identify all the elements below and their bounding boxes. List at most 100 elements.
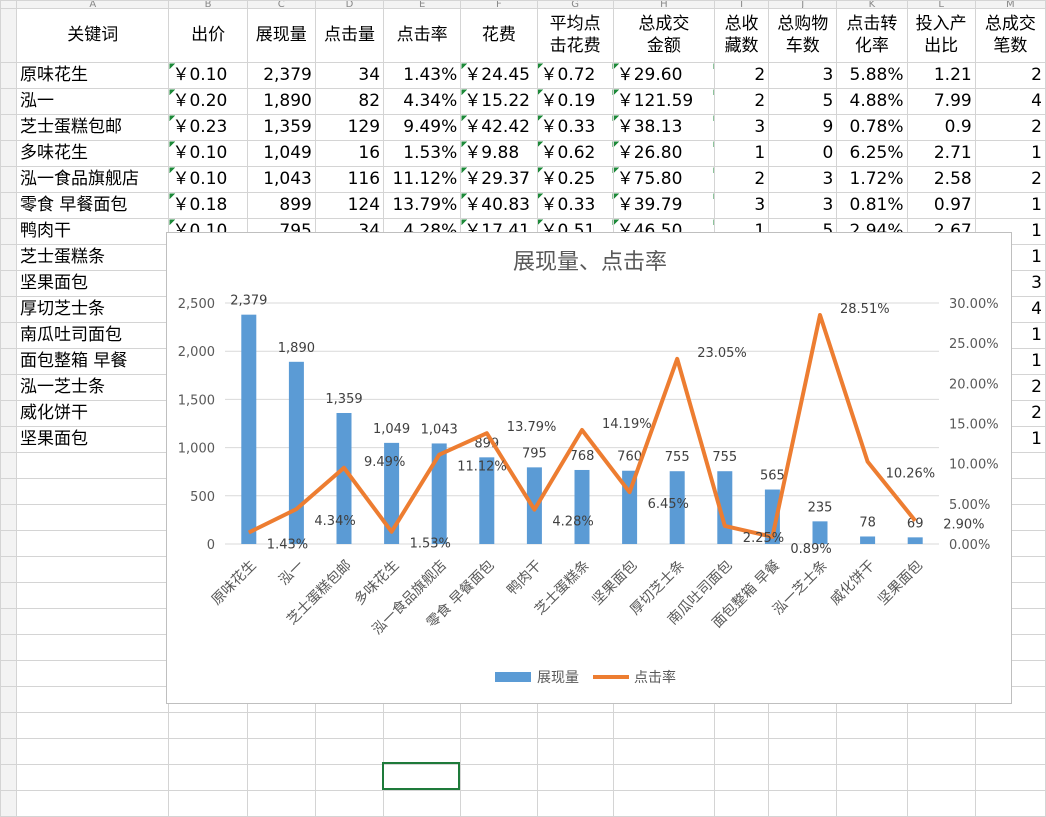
data-cell[interactable]: ￥24.45: [461, 63, 537, 89]
row-number[interactable]: [1, 505, 17, 531]
empty-cell[interactable]: [613, 713, 714, 739]
empty-cell[interactable]: [247, 713, 315, 739]
column-letter[interactable]: B: [169, 1, 247, 9]
data-cell[interactable]: 1.72%: [837, 167, 907, 193]
empty-cell[interactable]: [17, 687, 169, 713]
empty-cell[interactable]: [247, 791, 315, 817]
data-cell[interactable]: ￥0.62: [537, 141, 613, 167]
data-cell[interactable]: 6.25%: [837, 141, 907, 167]
data-cell[interactable]: ￥38.13: [613, 115, 714, 141]
keyword-cell[interactable]: 泓一: [17, 89, 169, 115]
empty-cell[interactable]: [537, 739, 613, 765]
column-letter[interactable]: M: [975, 1, 1045, 9]
data-cell[interactable]: 0: [769, 141, 837, 167]
data-cell[interactable]: 1: [975, 141, 1045, 167]
data-cell[interactable]: 116: [315, 167, 383, 193]
empty-cell[interactable]: [169, 791, 247, 817]
empty-cell[interactable]: [769, 765, 837, 791]
data-cell[interactable]: ￥9.88: [461, 141, 537, 167]
data-cell[interactable]: ￥75.80: [613, 167, 714, 193]
empty-cell[interactable]: [169, 713, 247, 739]
row-number[interactable]: [1, 219, 17, 245]
empty-cell[interactable]: [837, 765, 907, 791]
data-cell[interactable]: ￥29.37: [461, 167, 537, 193]
row-number[interactable]: [1, 9, 17, 63]
empty-cell[interactable]: [17, 531, 169, 557]
row-number[interactable]: [1, 609, 17, 635]
data-cell[interactable]: 2: [715, 63, 769, 89]
empty-cell[interactable]: [384, 791, 461, 817]
empty-cell[interactable]: [975, 765, 1045, 791]
column-header[interactable]: 点击率: [384, 9, 461, 63]
data-cell[interactable]: 1,359: [247, 115, 315, 141]
empty-cell[interactable]: [247, 739, 315, 765]
data-cell[interactable]: ￥15.22: [461, 89, 537, 115]
data-cell[interactable]: 1.21: [907, 63, 975, 89]
data-cell[interactable]: ￥0.72: [537, 63, 613, 89]
empty-cell[interactable]: [537, 713, 613, 739]
data-cell[interactable]: 0.9: [907, 115, 975, 141]
keyword-cell[interactable]: 泓一芝士条: [17, 375, 169, 401]
row-number[interactable]: [1, 713, 17, 739]
empty-cell[interactable]: [975, 713, 1045, 739]
data-cell[interactable]: 82: [315, 89, 383, 115]
empty-cell[interactable]: [17, 453, 169, 479]
keyword-cell[interactable]: 坚果面包: [17, 271, 169, 297]
row-number[interactable]: [1, 453, 17, 479]
keyword-cell[interactable]: 面包整箱 早餐: [17, 349, 169, 375]
column-letter[interactable]: G: [537, 1, 613, 9]
empty-cell[interactable]: [907, 765, 975, 791]
row-number[interactable]: [1, 401, 17, 427]
row-number[interactable]: [1, 115, 17, 141]
row-number[interactable]: [1, 193, 17, 219]
data-cell[interactable]: 5: [769, 89, 837, 115]
data-cell[interactable]: ￥40.83: [461, 193, 537, 219]
data-cell[interactable]: 11.12%: [384, 167, 461, 193]
data-cell[interactable]: 1.43%: [384, 63, 461, 89]
row-number[interactable]: [1, 687, 17, 713]
data-cell[interactable]: 34: [315, 63, 383, 89]
empty-cell[interactable]: [315, 765, 383, 791]
empty-cell[interactable]: [17, 791, 169, 817]
empty-cell[interactable]: [907, 739, 975, 765]
data-cell[interactable]: 3: [769, 63, 837, 89]
column-letter[interactable]: A: [17, 1, 169, 9]
data-cell[interactable]: 1: [975, 193, 1045, 219]
empty-cell[interactable]: [613, 791, 714, 817]
data-cell[interactable]: 1,049: [247, 141, 315, 167]
row-number[interactable]: [1, 635, 17, 661]
data-cell[interactable]: 124: [315, 193, 383, 219]
row-number[interactable]: [1, 791, 17, 817]
row-number[interactable]: [1, 167, 17, 193]
empty-cell[interactable]: [315, 713, 383, 739]
data-cell[interactable]: ￥0.23: [169, 115, 247, 141]
data-cell[interactable]: ￥0.19: [537, 89, 613, 115]
data-cell[interactable]: ￥26.80: [613, 141, 714, 167]
data-cell[interactable]: ￥0.20: [169, 89, 247, 115]
data-cell[interactable]: 2.58: [907, 167, 975, 193]
column-header[interactable]: 点击量: [315, 9, 383, 63]
column-header[interactable]: 总收藏数: [715, 9, 769, 63]
data-cell[interactable]: ￥0.33: [537, 115, 613, 141]
data-cell[interactable]: 2: [715, 89, 769, 115]
row-number[interactable]: [1, 583, 17, 609]
keyword-cell[interactable]: 泓一食品旗舰店: [17, 167, 169, 193]
empty-cell[interactable]: [461, 791, 537, 817]
data-cell[interactable]: 9.49%: [384, 115, 461, 141]
row-number[interactable]: [1, 63, 17, 89]
empty-cell[interactable]: [769, 791, 837, 817]
data-cell[interactable]: ￥0.25: [537, 167, 613, 193]
column-letter[interactable]: D: [315, 1, 383, 9]
data-cell[interactable]: 0.81%: [837, 193, 907, 219]
empty-cell[interactable]: [613, 739, 714, 765]
empty-cell[interactable]: [769, 739, 837, 765]
column-letter[interactable]: J: [769, 1, 837, 9]
column-letter[interactable]: L: [907, 1, 975, 9]
column-letter[interactable]: I: [715, 1, 769, 9]
keyword-cell[interactable]: 芝士蛋糕包邮: [17, 115, 169, 141]
column-letter[interactable]: C: [247, 1, 315, 9]
empty-cell[interactable]: [461, 739, 537, 765]
data-cell[interactable]: ￥0.33: [537, 193, 613, 219]
column-header[interactable]: 总成交笔数: [975, 9, 1045, 63]
